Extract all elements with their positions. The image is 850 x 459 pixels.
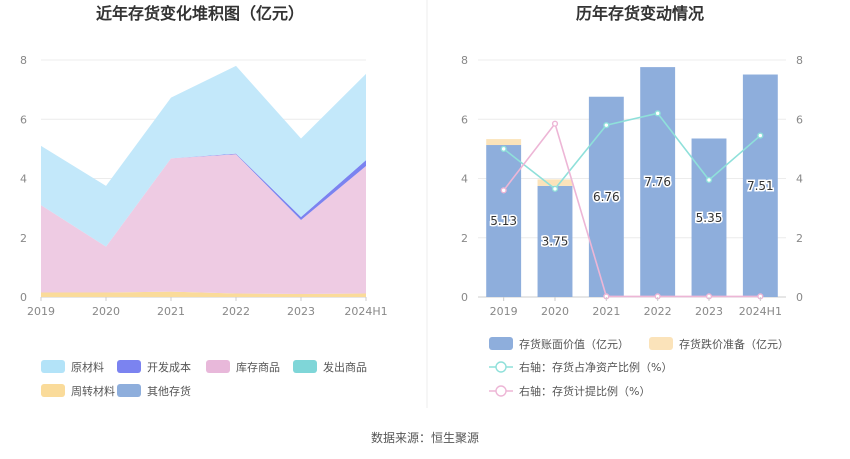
right-bar-data-label: 7.76 [644,175,671,189]
right-x-tick-label: 2019 [490,305,518,318]
right-y-tick-label: 4 [461,173,468,186]
right-line-point [551,120,559,127]
right-x-tick-label: 2022 [644,305,672,318]
right-y-tick-label: 8 [461,54,468,67]
left-legend-label: 原材料 [71,360,104,374]
right-legend-marker [495,361,507,373]
right-legend-label: 右轴：存货计提比例（%） [519,384,650,398]
left-legend-label: 库存商品 [236,360,280,374]
left-x-tick-label: 2022 [222,305,250,318]
right-line-series [503,112,761,190]
right-x-tick-label: 2023 [695,305,723,318]
right-legend-label: 存货账面价值（亿元） [519,337,629,351]
right-line-series [503,121,761,298]
right-bar-data-label: 3.75 [542,234,569,248]
right-y2-tick-label: 8 [796,54,803,67]
right-line-point [705,176,713,184]
right-y2-tick-label: 6 [796,113,803,126]
right-legend-swatch [489,337,513,350]
left-x-tick-label: 2023 [287,305,315,318]
left-legend-label: 发出商品 [323,360,367,374]
right-line-point [500,145,507,152]
right-bar-data-label: 7.51 [747,179,774,193]
left-y-tick-label: 8 [20,54,27,67]
right-line-point [603,122,610,129]
left-chart-plot: 0 2 4 6 8 2019 2020 2021 2022 2023 2024H1 [20,54,388,318]
right-bar-data-label: 5.13 [490,214,517,228]
right-y2-tick-label: 4 [796,173,803,186]
right-bar-data-label: 6.76 [593,190,620,204]
left-x-tick-label: 2020 [92,305,120,318]
right-bar-book-value [640,67,676,297]
left-legend-swatch [117,360,141,373]
left-chart-title: 近年存货变化堆积图（亿元） [96,4,304,23]
left-y-tick-label: 0 [20,291,27,304]
right-x-tick-label: 2020 [541,305,569,318]
left-area-series [41,291,366,297]
right-y-tick-label: 2 [461,232,468,245]
right-chart-plot: 0 2 4 6 8 0 2 4 6 8 5.13 3.75 6.76 7.76 5.35 7.51 2019 20… [461,54,803,318]
right-legend-label: 存货跌价准备（亿元） [679,337,789,351]
right-bar-impairment [537,179,573,186]
right-y-tick-label: 6 [461,113,468,126]
right-y-tick-label: 0 [461,291,468,304]
right-bar-book-value [742,74,778,297]
left-legend-swatch [293,360,317,373]
left-x-tick-label: 2019 [27,305,55,318]
left-legend-swatch [117,384,141,397]
left-legend-label: 周转材料 [71,384,115,398]
right-bar-impairment [486,139,522,146]
left-area-series [41,65,366,247]
right-legend: 存货账面价值（亿元） 存货跌价准备（亿元） 右轴：存货占净资产比例（%） 右轴：存货计… [489,337,789,398]
right-y2-tick-label: 0 [796,291,803,304]
right-legend-swatch [649,337,673,350]
source-note: 数据来源：恒生聚源 [371,430,479,445]
right-legend-label: 右轴：存货占净资产比例（%） [519,360,672,374]
left-y-tick-label: 6 [20,113,27,126]
left-legend-label: 开发成本 [147,360,191,374]
left-area-series [41,154,366,295]
right-y2-tick-label: 2 [796,232,803,245]
right-bar-book-value [588,96,624,297]
left-legend-swatch [41,360,65,373]
right-bar-book-value [486,145,522,297]
right-bar-book-value [537,185,573,297]
right-bar-data-label: 5.35 [696,211,723,225]
left-y-tick-label: 2 [20,232,27,245]
right-line-point [551,185,559,192]
left-legend-label: 其他存货 [147,384,191,398]
right-x-tick-label: 2024H1 [739,305,782,318]
left-x-tick-label: 2021 [157,305,185,318]
left-legend-swatch [206,360,230,373]
left-y-tick-label: 4 [20,173,27,186]
right-legend-marker [495,385,507,397]
left-x-tick-label: 2024H1 [344,305,387,318]
right-x-tick-label: 2021 [592,305,620,318]
right-chart-title: 历年存货变动情况 [576,4,704,23]
left-legend-swatch [41,384,65,397]
right-line-point [500,187,507,194]
right-line-point [757,132,764,139]
right-line-point [654,110,661,117]
